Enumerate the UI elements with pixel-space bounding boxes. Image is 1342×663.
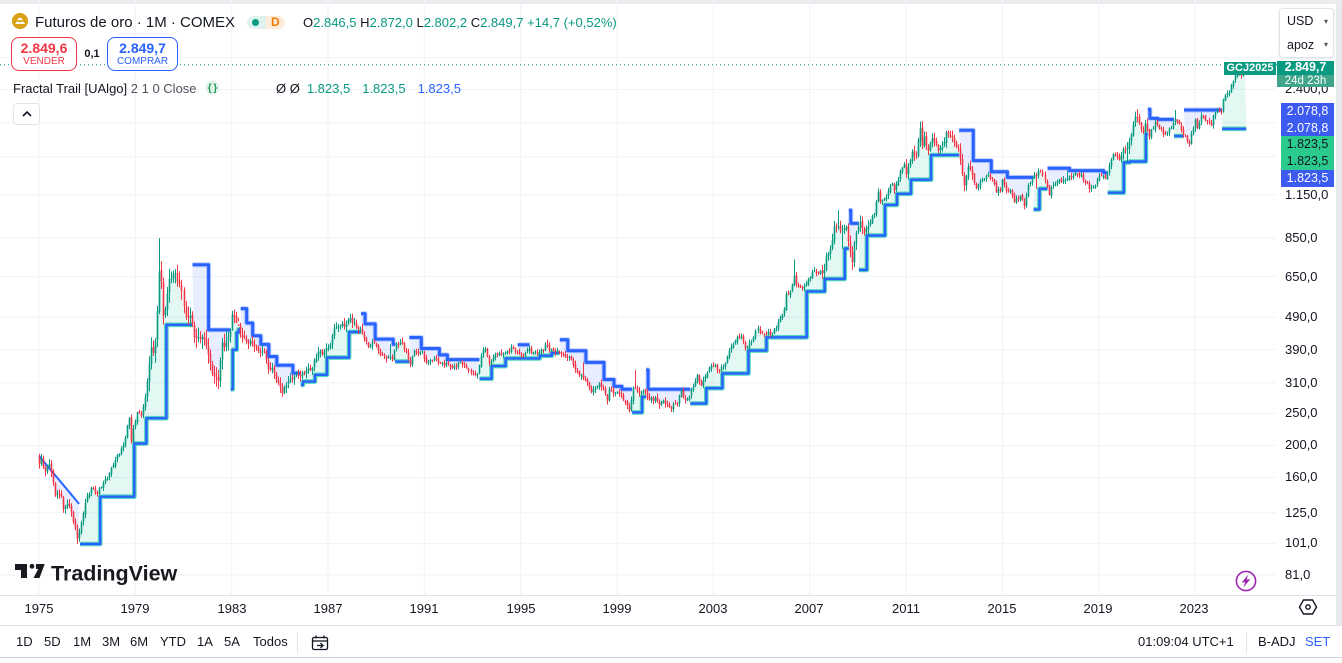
svg-text:}: } bbox=[213, 83, 217, 94]
svg-text:{: { bbox=[208, 83, 212, 94]
svg-text:TradingView: TradingView bbox=[51, 562, 178, 586]
